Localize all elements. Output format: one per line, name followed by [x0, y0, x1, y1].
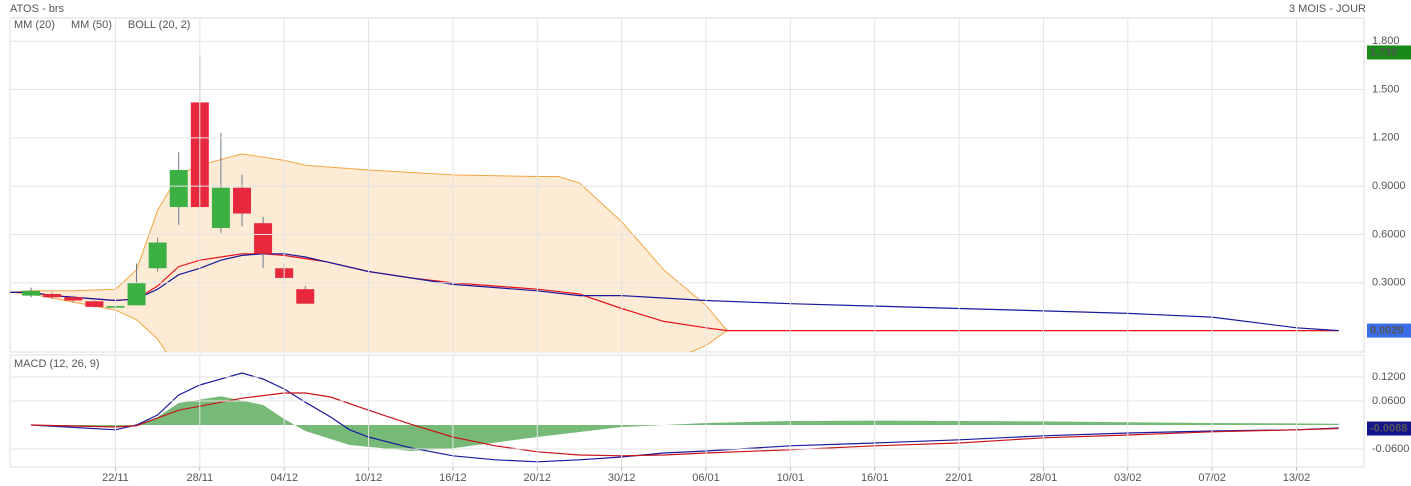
last-value-badge	[1367, 323, 1411, 338]
candle-body	[211, 187, 230, 228]
x-tick-label: 10/12	[355, 472, 383, 484]
macd-panel	[9, 354, 1365, 468]
candle-body	[148, 242, 167, 269]
x-tick-label: 07/02	[1198, 472, 1226, 484]
y-tick-label: 0.6000	[1372, 228, 1406, 240]
period-label: 3 MOIS - JOUR	[1289, 3, 1366, 15]
candle-body	[85, 301, 104, 307]
legend-entry: MM (50)	[71, 19, 112, 31]
y-tick-label: -0.0600	[1372, 443, 1409, 455]
x-tick-label: 20/12	[523, 472, 551, 484]
histogram-area	[31, 396, 1339, 451]
y-tick-label: 0.9000	[1372, 180, 1406, 192]
x-tick-label: 16/12	[439, 472, 467, 484]
x-tick-label: 30/12	[608, 472, 636, 484]
legend-entry: MM (20)	[14, 19, 55, 31]
legend-entry: BOLL (20, 2)	[128, 19, 191, 31]
band-area	[10, 153, 1339, 352]
candle-body	[43, 294, 62, 298]
x-tick-label: 28/11	[186, 472, 213, 484]
band-lower	[10, 291, 1339, 352]
candle-body	[127, 282, 146, 306]
x-tick-label: 06/01	[692, 472, 720, 484]
candle-body	[22, 290, 41, 296]
plot-area	[31, 372, 1339, 463]
y-tick-label: 1.800	[1372, 35, 1400, 47]
moving-average	[10, 253, 1339, 332]
last-value-badge	[1367, 421, 1411, 436]
x-tick-label: 28/01	[1030, 472, 1058, 484]
candle-body	[296, 289, 315, 304]
chart-title: ATOS - brs	[10, 3, 64, 15]
last-value-label: -0.0088	[1370, 422, 1407, 434]
y-tick-label: 1.500	[1372, 83, 1400, 95]
y-tick-label: 0.0600	[1372, 395, 1406, 407]
y-tick-label: 0.1200	[1372, 371, 1406, 383]
y-tick-label: 1.200	[1372, 132, 1400, 144]
x-tick-label: 16/01	[861, 472, 889, 484]
plot-area	[10, 54, 1339, 352]
last-value-label: 1.730	[1370, 46, 1398, 58]
candle-body	[232, 187, 251, 214]
candle-body	[64, 297, 83, 301]
candle-body	[169, 170, 188, 208]
x-tick-label: 13/02	[1283, 472, 1311, 484]
x-tick-label: 04/12	[270, 472, 298, 484]
x-tick-label: 03/02	[1114, 472, 1142, 484]
indicator-title: MACD (12, 26, 9)	[14, 358, 100, 370]
x-tick-label: 22/01	[945, 472, 973, 484]
x-tick-label: 22/11	[102, 472, 129, 484]
candle-body	[254, 223, 273, 254]
y-tick-label: 0.3000	[1372, 277, 1406, 289]
last-value-badge	[1367, 45, 1411, 60]
x-tick-label: 10/01	[777, 472, 805, 484]
last-value-label: 0.0029	[1370, 325, 1404, 337]
